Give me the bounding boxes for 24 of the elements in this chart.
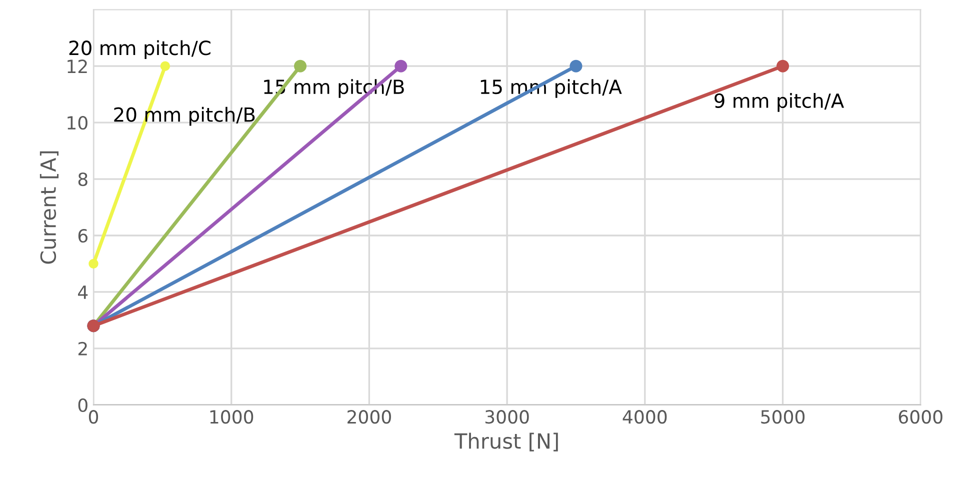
x-tick-label: 3000: [485, 410, 529, 424]
point: [88, 258, 98, 269]
y-tick-label: 10: [68, 116, 88, 130]
series-label: 20 mm pitch/C: [69, 40, 210, 60]
y-axis-title: Current [A]: [40, 151, 59, 264]
x-tick-label: 4000: [622, 410, 667, 424]
x-tick-label: 2000: [348, 410, 391, 424]
y-tick-label: 12: [68, 60, 87, 73]
point: [294, 60, 307, 72]
y-tick-label: 8: [78, 172, 88, 186]
y-tick-label: 4: [78, 286, 88, 299]
point: [570, 60, 582, 72]
y-tick-label: 2: [78, 342, 87, 356]
x-axis-title: Thrust [N]: [454, 432, 558, 452]
series-label: 9 mm pitch/A: [714, 92, 844, 112]
point: [776, 60, 790, 72]
x-tick-label: 5000: [761, 410, 805, 424]
x-tick-label: 1000: [210, 410, 254, 424]
x-tick-label: 0: [88, 410, 98, 424]
point: [160, 61, 170, 71]
y-tick-label: 6: [78, 228, 88, 243]
y-tick-label: 0: [78, 398, 88, 412]
x-tick-label: 6000: [898, 410, 942, 424]
point: [394, 60, 408, 72]
